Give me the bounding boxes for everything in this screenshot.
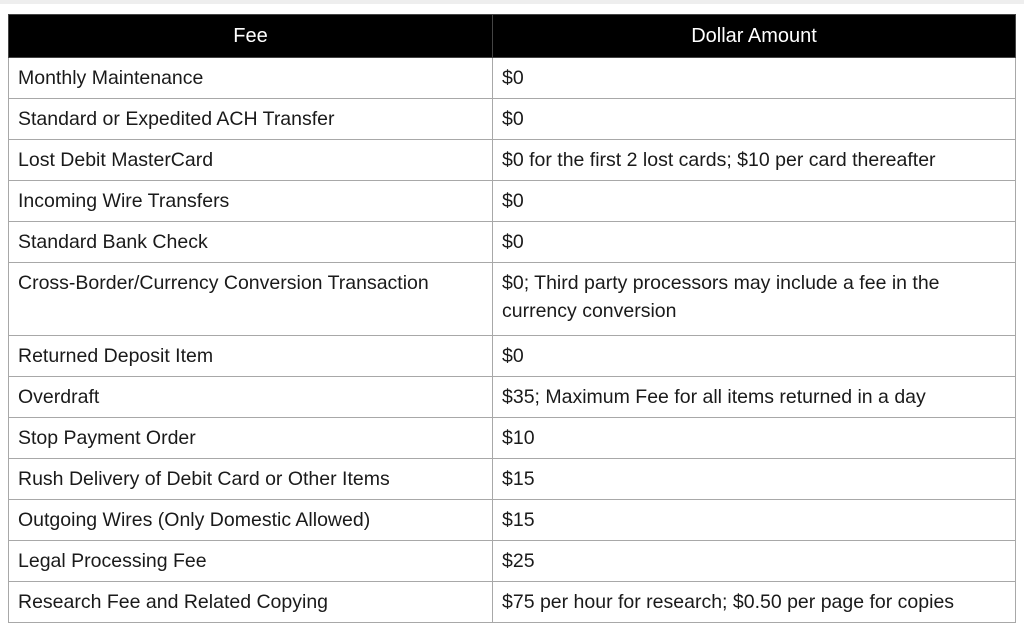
fee-cell: Returned Deposit Item	[8, 335, 493, 377]
table-row: Standard or Expedited ACH Transfer $0	[8, 98, 1016, 140]
fee-cell: Legal Processing Fee	[8, 540, 493, 582]
table-row: Lost Debit MasterCard $0 for the first 2 …	[8, 139, 1016, 181]
table-row: Stop Payment Order $10	[8, 417, 1016, 459]
header-dollar-amount: Dollar Amount	[492, 14, 1016, 58]
table-row: Overdraft $35; Maximum Fee for all items …	[8, 376, 1016, 418]
table-row: Standard Bank Check $0	[8, 221, 1016, 263]
amount-cell: $15	[492, 458, 1016, 500]
table-row: Incoming Wire Transfers $0	[8, 180, 1016, 222]
header-row: Fee Dollar Amount	[8, 14, 1016, 58]
fee-cell: Standard Bank Check	[8, 221, 493, 263]
fee-cell: Cross-Border/Currency Conversion Transac…	[8, 262, 493, 336]
fee-cell: Standard or Expedited ACH Transfer	[8, 98, 493, 140]
fee-cell: Stop Payment Order	[8, 417, 493, 459]
table-row: Returned Deposit Item $0	[8, 335, 1016, 377]
amount-cell: $0 for the first 2 lost cards; $10 per c…	[492, 139, 1016, 181]
amount-cell: $25	[492, 540, 1016, 582]
table-row: Rush Delivery of Debit Card or Other Ite…	[8, 458, 1016, 500]
amount-cell: $35; Maximum Fee for all items returned …	[492, 376, 1016, 418]
fee-cell: Monthly Maintenance	[8, 57, 493, 99]
fee-cell: Research Fee and Related Copying	[8, 581, 493, 623]
amount-cell: $0	[492, 221, 1016, 263]
fee-cell: Rush Delivery of Debit Card or Other Ite…	[8, 458, 493, 500]
amount-cell: $0	[492, 98, 1016, 140]
amount-cell: $0	[492, 335, 1016, 377]
amount-cell: $10	[492, 417, 1016, 459]
amount-cell: $0; Third party processors may include a…	[492, 262, 1016, 336]
header-fee: Fee	[8, 14, 493, 58]
table-row: Monthly Maintenance $0	[8, 57, 1016, 99]
table-row: Cross-Border/Currency Conversion Transac…	[8, 262, 1016, 336]
fee-cell: Outgoing Wires (Only Domestic Allowed)	[8, 499, 493, 541]
table-row: Research Fee and Related Copying $75 per …	[8, 581, 1016, 623]
top-band	[0, 0, 1024, 4]
fee-cell: Overdraft	[8, 376, 493, 418]
table-row: Outgoing Wires (Only Domestic Allowed) $1…	[8, 499, 1016, 541]
amount-cell: $0	[492, 180, 1016, 222]
amount-cell: $0	[492, 57, 1016, 99]
fee-cell: Lost Debit MasterCard	[8, 139, 493, 181]
fee-table: Fee Dollar Amount Monthly Maintenance $0 S…	[8, 14, 1016, 623]
table-row: Legal Processing Fee $25	[8, 540, 1016, 582]
fee-cell: Incoming Wire Transfers	[8, 180, 493, 222]
amount-cell: $75 per hour for research; $0.50 per pag…	[492, 581, 1016, 623]
amount-cell: $15	[492, 499, 1016, 541]
